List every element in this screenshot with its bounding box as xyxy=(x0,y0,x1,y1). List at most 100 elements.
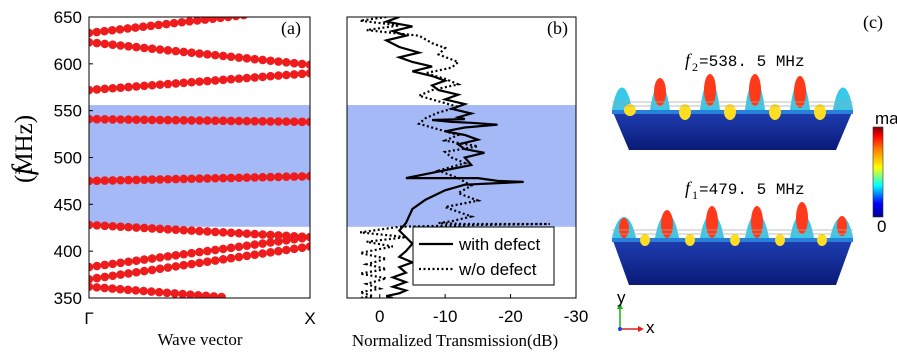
band-point xyxy=(131,286,141,295)
band-point xyxy=(242,229,252,238)
band-point xyxy=(89,220,94,230)
band-point xyxy=(274,71,283,80)
band-point xyxy=(108,40,117,49)
band-point xyxy=(132,42,141,52)
band-point xyxy=(132,115,141,124)
band-point xyxy=(289,70,299,79)
band-point xyxy=(163,115,173,125)
band-point xyxy=(92,38,102,48)
band-point xyxy=(258,230,267,239)
band-point xyxy=(282,231,291,241)
band-point xyxy=(179,249,189,259)
band-point xyxy=(274,246,283,256)
band-point xyxy=(155,80,165,89)
band-point xyxy=(171,225,181,235)
band-point xyxy=(139,43,149,53)
band-point xyxy=(203,116,212,125)
band-point xyxy=(234,116,244,126)
band-point xyxy=(155,45,165,54)
band-point xyxy=(210,256,220,265)
band-point xyxy=(147,115,157,125)
band-point xyxy=(115,25,125,34)
band-point xyxy=(218,244,228,254)
band-point xyxy=(139,286,148,296)
mode1-symbol: f xyxy=(685,178,693,198)
band-point xyxy=(92,283,102,292)
band-point xyxy=(234,74,244,83)
band-point xyxy=(108,176,117,185)
band-point xyxy=(138,22,148,31)
band-point xyxy=(266,56,275,66)
band-point xyxy=(108,271,117,281)
band-point xyxy=(108,284,117,293)
band-point xyxy=(92,273,102,283)
band-point xyxy=(195,49,204,58)
x-tick-label: -20 xyxy=(498,307,523,326)
mode1-frequency: =479. 5 MHz xyxy=(699,181,805,199)
band-point xyxy=(274,117,283,126)
band-point xyxy=(242,54,252,63)
y-tick-label: 450 xyxy=(54,195,82,214)
band-point xyxy=(297,117,307,127)
band-point xyxy=(92,114,102,124)
band-point xyxy=(250,73,260,82)
band-point xyxy=(250,240,260,249)
band-point xyxy=(289,117,299,127)
band-point xyxy=(147,175,157,184)
band-point xyxy=(179,260,189,270)
band-points xyxy=(89,17,310,298)
band-point xyxy=(187,116,196,125)
x-tick-gamma: Γ xyxy=(84,309,93,328)
band-point xyxy=(139,115,149,125)
bandgap-shade-a xyxy=(89,105,310,227)
band-point xyxy=(100,176,110,185)
mode2-subscript: 2 xyxy=(692,60,698,74)
band-point xyxy=(305,171,310,181)
band-point xyxy=(89,176,94,186)
band-point xyxy=(266,117,275,126)
band-point xyxy=(226,173,236,183)
band-point xyxy=(226,52,236,62)
band-point xyxy=(100,26,109,36)
band-point xyxy=(116,175,125,185)
band-point xyxy=(210,50,220,60)
band-point xyxy=(116,115,125,124)
band-point xyxy=(139,175,149,185)
legend: with defect w/o defect xyxy=(412,226,555,286)
x-tick-x: X xyxy=(304,309,315,328)
band-point xyxy=(210,245,220,255)
band-point xyxy=(195,77,204,86)
band-point xyxy=(116,222,125,231)
band-point xyxy=(115,284,125,294)
band-point xyxy=(169,18,179,28)
band-point xyxy=(282,245,291,255)
band-point xyxy=(155,264,165,274)
band-point xyxy=(147,80,157,90)
mode2-frequency: =538. 5 MHz xyxy=(699,53,805,71)
band-point xyxy=(171,174,181,184)
band-point xyxy=(155,253,165,262)
band-point xyxy=(274,57,283,66)
band-point xyxy=(266,230,275,240)
band-point xyxy=(178,289,187,298)
band-point xyxy=(195,247,204,257)
band-point xyxy=(179,174,189,184)
panel-a: 350 400 450 500 550 600 650 (a) Γ X Wave vecto… xyxy=(6,8,316,349)
band-point xyxy=(192,17,202,25)
band-point xyxy=(162,19,171,29)
band-point xyxy=(239,17,248,20)
panel-c-label: (c) xyxy=(863,12,883,33)
triad-x-label: x xyxy=(646,318,655,337)
colorbar-gradient xyxy=(872,126,884,218)
band-point xyxy=(234,228,244,238)
band-point xyxy=(139,81,149,91)
band-point xyxy=(92,176,102,186)
band-point xyxy=(89,114,94,124)
band-point xyxy=(100,260,110,270)
band-point xyxy=(100,283,109,293)
band-point xyxy=(223,17,233,22)
band-point xyxy=(226,74,236,84)
band-point xyxy=(147,44,157,54)
band-point xyxy=(187,77,196,87)
y-tick-label: 500 xyxy=(54,149,82,168)
